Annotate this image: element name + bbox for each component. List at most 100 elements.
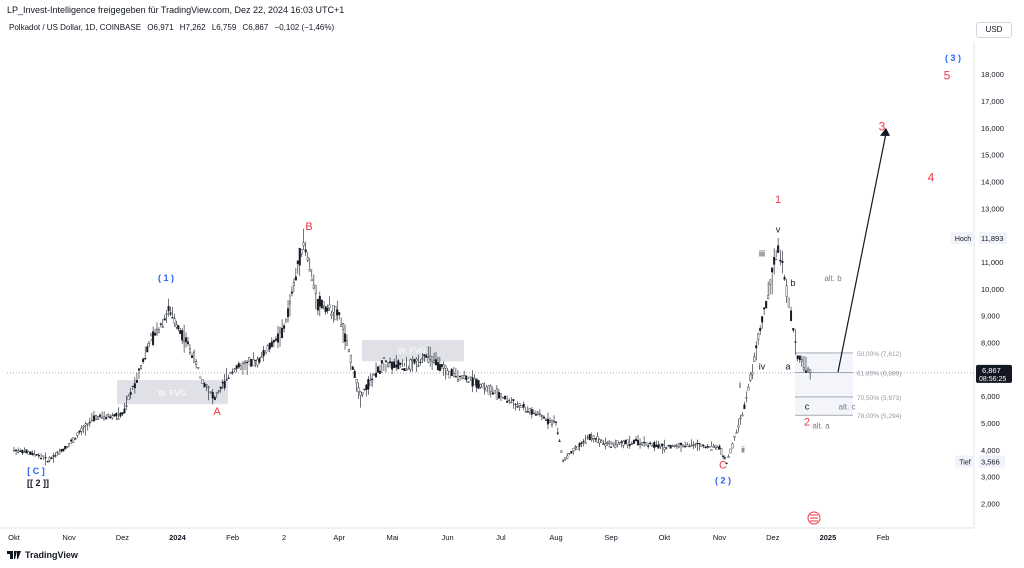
candle-body: [150, 333, 153, 337]
high-tag-label: Hoch: [955, 236, 971, 243]
candle-body: [751, 372, 754, 375]
fvg-label: W. FVG: [158, 389, 186, 398]
candle-body: [419, 361, 422, 364]
candle-body: [262, 349, 265, 357]
candle-body: [481, 383, 484, 388]
candle-body: [88, 421, 91, 424]
candle-body: [217, 390, 220, 392]
candle-body: [501, 397, 504, 399]
candle-body: [702, 444, 705, 447]
candle-body: [684, 446, 687, 448]
candle-body: [60, 449, 63, 452]
candle-body: [729, 448, 732, 454]
y-tick-label: 13,000: [981, 204, 1004, 213]
y-tick-label: 6,000: [981, 392, 1000, 401]
candle-body: [651, 445, 654, 447]
candle-body: [694, 444, 697, 446]
fib-level-label: 61,80% (6,889): [857, 370, 901, 377]
candle-body: [276, 333, 279, 343]
candle-body: [506, 400, 509, 403]
candle-body: [62, 448, 65, 452]
candle-body: [152, 331, 155, 345]
fib-level-label: 50,00% (7,612): [857, 351, 901, 358]
candle-body: [467, 381, 470, 383]
candle-body: [211, 392, 214, 399]
currency-button[interactable]: USD: [976, 22, 1012, 38]
candle-body: [235, 365, 238, 369]
candle-body: [700, 444, 703, 447]
candle-body: [562, 460, 565, 462]
candle-body: [493, 390, 496, 394]
x-tick-label: Feb: [877, 533, 890, 542]
candle-body: [560, 450, 563, 453]
candle-body: [56, 451, 59, 454]
low-tag-bg: [955, 455, 975, 468]
candle-body: [157, 329, 160, 333]
candle-body: [393, 361, 396, 369]
candle-body: [294, 276, 297, 281]
candle-body: [239, 365, 242, 370]
candle-body: [304, 249, 307, 253]
candle-body: [508, 399, 511, 402]
x-tick-label: Feb: [226, 533, 239, 542]
candle-body: [241, 361, 244, 364]
candle-body: [264, 352, 267, 355]
candle-body: [637, 439, 640, 446]
candle-body: [29, 451, 32, 455]
candle-body: [665, 447, 668, 449]
candle-body: [485, 386, 488, 392]
candle-body: [373, 373, 376, 376]
candle-body: [248, 356, 251, 363]
candle-body: [540, 415, 543, 417]
candle-body: [544, 419, 547, 421]
candle-body: [431, 356, 434, 362]
candle-body: [109, 416, 112, 419]
candle-body: [775, 258, 778, 261]
candle-body: [598, 439, 601, 444]
candle-body: [244, 361, 247, 364]
candle-body: [391, 361, 394, 370]
y-tick-label: 15,000: [981, 151, 1004, 160]
candle-body: [798, 355, 801, 360]
candle-body: [165, 313, 168, 315]
candle-body: [15, 449, 18, 451]
candle-body: [252, 359, 255, 367]
candle-body: [205, 384, 208, 386]
candle-body: [270, 341, 273, 348]
wave-label: alt. b: [824, 274, 842, 283]
candle-body: [442, 364, 445, 369]
candle-body: [755, 345, 758, 349]
candle-body: [520, 405, 523, 408]
candle-body: [181, 330, 184, 341]
candle-body: [298, 247, 301, 266]
candle-body: [68, 443, 71, 447]
candle-body: [258, 357, 261, 363]
candle-body: [647, 445, 650, 447]
candle-body: [397, 360, 400, 370]
candle-body: [459, 375, 462, 377]
candle-body: [97, 415, 100, 420]
x-tick-label: Apr: [333, 533, 345, 542]
wave-label: 5: [944, 69, 951, 83]
candle-body: [113, 414, 116, 416]
wave-label: ii: [741, 446, 745, 455]
candle-body: [657, 444, 660, 449]
candle-body: [119, 412, 122, 417]
candle-body: [592, 435, 595, 439]
candle-body: [769, 279, 772, 285]
candle-body: [209, 391, 212, 393]
candle-body: [576, 446, 579, 450]
candle-body: [794, 341, 797, 343]
wave-label: C: [719, 460, 727, 472]
candle-body: [688, 445, 691, 448]
candle-body: [809, 369, 812, 374]
x-tick-label: Jun: [442, 533, 454, 542]
candle-body: [555, 421, 558, 423]
candle-body: [710, 449, 713, 451]
candle-body: [427, 357, 430, 363]
candle-body: [58, 453, 61, 455]
candle-body: [641, 442, 644, 445]
candle-body: [446, 370, 449, 375]
candle-body: [314, 285, 317, 295]
